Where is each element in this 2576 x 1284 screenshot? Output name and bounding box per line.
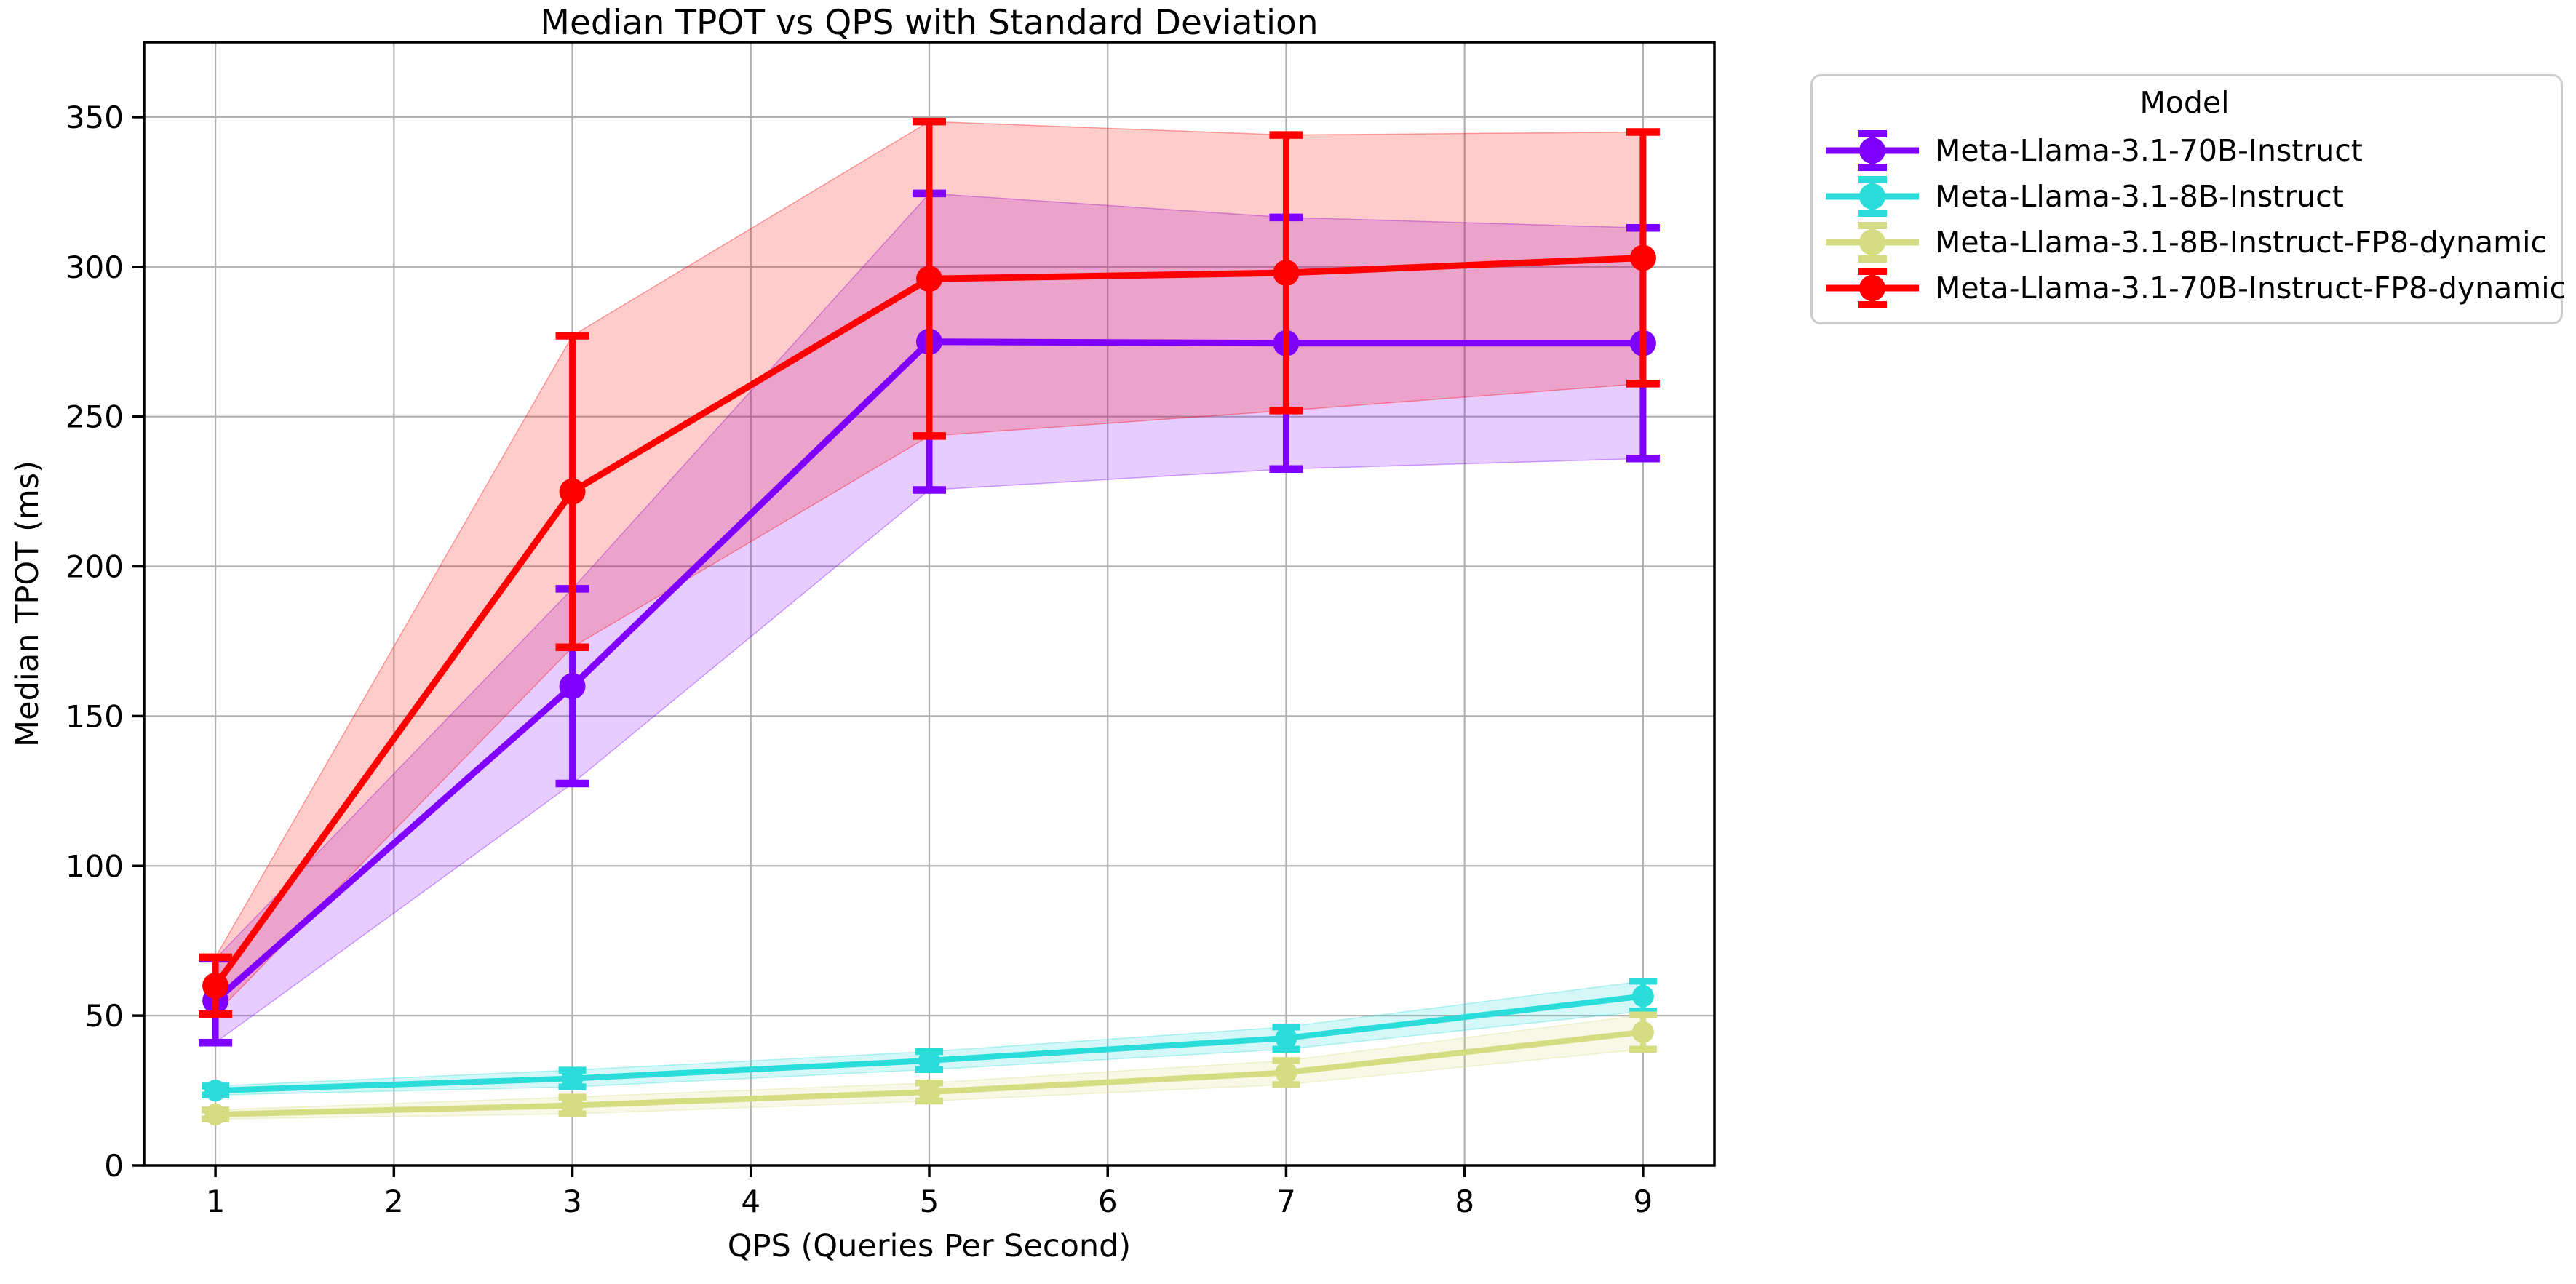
data-point-marker: [916, 266, 942, 292]
x-tick-label: 3: [562, 1184, 582, 1219]
legend-item-2: Meta-Llama-3.1-8B-Instruct-FP8-dynamic: [1824, 219, 2548, 265]
legend-items: Meta-Llama-3.1-70B-Instruct Meta-Llama-3.…: [1824, 127, 2566, 311]
legend-item-3: Meta-Llama-3.1-70B-Instruct-FP8-dynamic: [1824, 265, 2566, 311]
x-tick-label: 7: [1276, 1184, 1296, 1219]
data-point-marker: [1631, 1021, 1654, 1043]
data-point-marker: [1275, 1027, 1297, 1050]
x-tick-label: 8: [1455, 1184, 1474, 1219]
x-tick-label: 2: [384, 1184, 404, 1219]
data-point-marker: [202, 972, 229, 999]
y-tick-label: 200: [65, 549, 124, 585]
data-point-marker: [1629, 244, 1656, 271]
x-tick-label: 1: [206, 1184, 226, 1219]
legend: Model Meta-Llama-3.1-70B-Instruct Meta-Ll…: [1810, 74, 2566, 324]
legend-errorbar-marker-icon: [1826, 129, 1919, 171]
y-tick-label: 50: [85, 998, 124, 1034]
chart-title: Median TPOT vs QPS with Standard Deviati…: [540, 3, 1319, 43]
y-tick-label: 250: [65, 399, 124, 435]
y-tick-label: 0: [104, 1148, 124, 1184]
data-point-marker: [918, 1081, 940, 1104]
y-tick-label: 100: [65, 848, 124, 884]
y-tick-label: 350: [65, 100, 124, 135]
y-tick-label: 150: [65, 698, 124, 734]
data-point-marker: [561, 1067, 584, 1090]
legend-title: Model: [2139, 85, 2230, 120]
legend-item-label: Meta-Llama-3.1-70B-Instruct-FP8-dynamic: [1935, 270, 2567, 306]
legend-item-label: Meta-Llama-3.1-70B-Instruct: [1935, 132, 2363, 168]
data-point-marker: [561, 1094, 584, 1117]
x-tick-label: 5: [920, 1184, 939, 1219]
data-point-marker: [204, 1104, 227, 1126]
legend-errorbar-marker-icon: [1826, 221, 1919, 263]
legend-item-label: Meta-Llama-3.1-8B-Instruct-FP8-dynamic: [1935, 224, 2548, 260]
x-tick-label: 6: [1098, 1184, 1118, 1219]
legend-item-0: Meta-Llama-3.1-70B-Instruct: [1824, 127, 2545, 173]
data-point-marker: [559, 673, 586, 700]
data-point-marker: [1275, 1061, 1297, 1084]
y-tick-label: 300: [65, 250, 124, 285]
x-axis-label: QPS (Queries Per Second): [727, 1228, 1132, 1264]
legend-errorbar-marker-icon: [1826, 267, 1919, 308]
data-point-marker: [559, 478, 586, 505]
legend-errorbar-marker-icon: [1826, 175, 1919, 217]
x-tick-label: 4: [741, 1184, 760, 1219]
legend-item-1: Meta-Llama-3.1-8B-Instruct: [1824, 173, 2545, 219]
data-point-marker: [918, 1049, 940, 1072]
y-axis-label: Median TPOT (ms): [9, 460, 46, 747]
data-point-marker: [1631, 985, 1654, 1008]
legend-item-label: Meta-Llama-3.1-8B-Instruct: [1935, 178, 2344, 214]
data-point-marker: [1273, 260, 1300, 287]
x-tick-label: 9: [1634, 1184, 1653, 1219]
data-point-marker: [204, 1080, 227, 1102]
